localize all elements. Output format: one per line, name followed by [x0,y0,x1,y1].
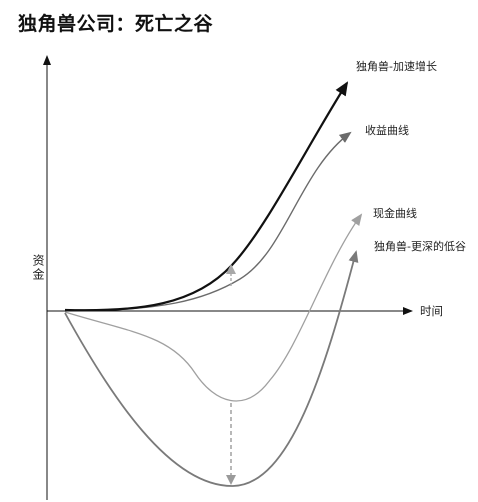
diagram-title: 独角兽公司：死亡之谷 [18,13,214,35]
label-unicorn-deeper-valley: 独角兽-更深的低谷 [374,239,466,253]
curve-cash [64,213,363,402]
x-axis-label: 时间 [420,304,443,318]
label-unicorn-accelerated-growth: 独角兽-加速增长 [356,59,437,73]
curve-revenue [64,131,352,311]
label-cash-curve: 现金曲线 [373,206,417,220]
curve-unicorn-accelerated-growth [64,81,349,312]
label-revenue-curve: 收益曲线 [365,123,409,137]
curve-unicorn-deeper-valley [64,250,359,487]
y-axis-label: 资金 [31,254,45,282]
